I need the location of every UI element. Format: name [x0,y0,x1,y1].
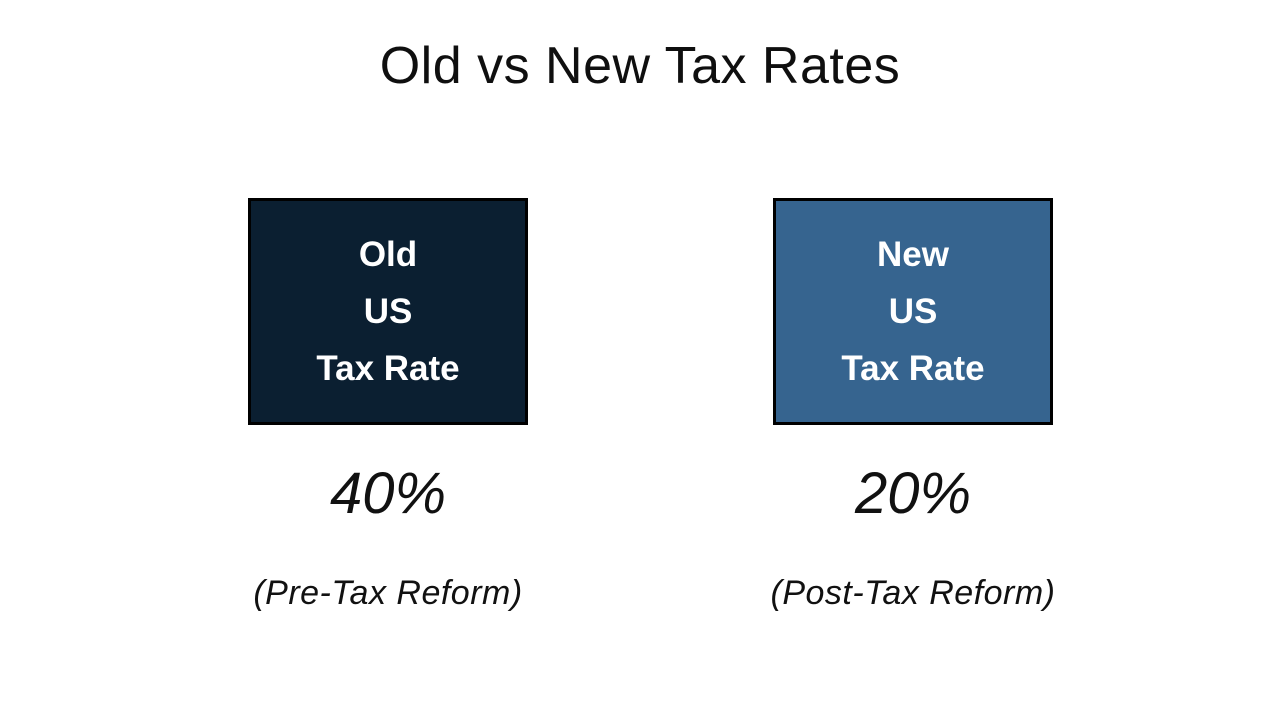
old-rate-caption: (Pre-Tax Reform) [253,573,523,612]
new-box-line-2: US [888,292,938,331]
new-box-line-3: Tax Rate [841,349,985,388]
old-tax-rate-box: Old US Tax Rate [248,198,528,425]
old-box-line-3: Tax Rate [316,349,460,388]
new-rate-caption: (Post-Tax Reform) [770,573,1056,612]
new-tax-rate-box: New US Tax Rate [773,198,1053,425]
old-box-line-1: Old [358,235,418,274]
page-title: Old vs New Tax Rates [379,37,901,95]
old-rate-column: Old US Tax Rate 40% (Pre-Tax Reform) [198,198,578,613]
old-box-line-2: US [363,292,413,331]
old-rate-value: 40% [329,461,447,526]
new-box-line-1: New [877,235,949,274]
new-rate-column: New US Tax Rate 20% (Post-Tax Reform) [723,198,1103,613]
new-rate-value: 20% [854,461,972,526]
